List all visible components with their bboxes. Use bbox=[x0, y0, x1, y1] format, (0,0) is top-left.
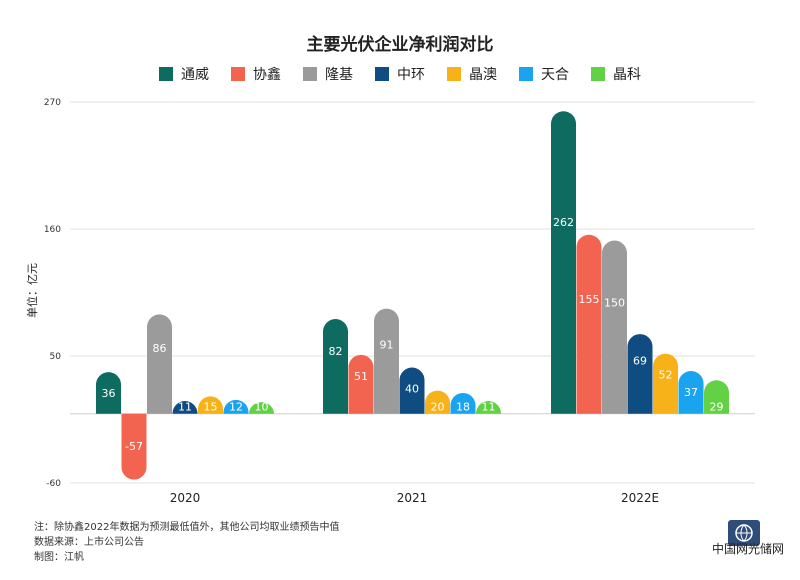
bar bbox=[121, 413, 147, 480]
legend-item: 晶澳 bbox=[447, 64, 497, 84]
bar-value-label: -57 bbox=[125, 440, 143, 453]
legend-swatch bbox=[303, 67, 317, 81]
bar bbox=[627, 334, 653, 414]
bar bbox=[348, 354, 374, 414]
bar-value-label: 29 bbox=[710, 401, 724, 414]
bar-value-label: 51 bbox=[354, 370, 368, 383]
legend-item: 隆基 bbox=[303, 64, 353, 84]
bar bbox=[374, 308, 399, 414]
bar-value-label: 91 bbox=[380, 339, 394, 352]
legend-label: 天合 bbox=[541, 67, 569, 83]
bar-value-label: 11 bbox=[482, 401, 496, 414]
legend-label: 协鑫 bbox=[253, 67, 281, 83]
bar bbox=[704, 380, 729, 414]
footnote-source: 数据来源：上市公司公告 bbox=[34, 537, 144, 548]
legend-swatch bbox=[231, 67, 245, 81]
legend-label: 晶澳 bbox=[469, 67, 497, 83]
legend-swatch bbox=[519, 67, 533, 81]
legend-item: 协鑫 bbox=[231, 64, 281, 84]
legend-label: 隆基 bbox=[325, 67, 353, 83]
y-tick-label: -60 bbox=[46, 479, 61, 489]
bar-chart: 270 160 50 -60 单位：亿元 36 -57 86 11 15 12 10 2020 82 51 9… bbox=[25, 98, 755, 505]
bar bbox=[172, 401, 198, 414]
bar-value-label: 82 bbox=[329, 345, 343, 358]
bar bbox=[476, 401, 501, 414]
bar bbox=[602, 240, 627, 414]
bar-value-label: 37 bbox=[684, 386, 698, 399]
chart-title: 主要光伏企业净利润对比 bbox=[306, 35, 494, 55]
legend-swatch bbox=[375, 67, 389, 81]
bar-value-label: 11 bbox=[178, 401, 192, 414]
bar bbox=[551, 111, 576, 414]
legend-swatch bbox=[159, 67, 173, 81]
x-tick-label: 2022E bbox=[621, 491, 659, 505]
legend-label: 晶科 bbox=[613, 67, 641, 83]
bar bbox=[576, 234, 602, 414]
legend-swatch bbox=[447, 67, 461, 81]
y-axis-label: 单位：亿元 bbox=[25, 263, 39, 318]
bar bbox=[249, 402, 274, 414]
legend-label: 通威 bbox=[181, 67, 209, 83]
bar bbox=[678, 371, 704, 414]
bar-value-label: 36 bbox=[102, 387, 116, 400]
bar-value-label: 150 bbox=[604, 296, 625, 309]
bar-value-label: 52 bbox=[659, 369, 673, 382]
legend-item: 晶科 bbox=[591, 64, 641, 84]
bar-value-label: 20 bbox=[431, 401, 445, 414]
bar bbox=[223, 399, 249, 414]
watermark: 中国网光储网 bbox=[712, 542, 785, 556]
y-tick-label: 160 bbox=[44, 225, 61, 235]
legend: 通威 协鑫 隆基 中环 晶澳 天合 晶科 bbox=[0, 64, 800, 84]
bar-value-label: 40 bbox=[405, 383, 419, 396]
y-tick-label: 270 bbox=[44, 98, 61, 108]
x-tick-label: 2020 bbox=[170, 491, 201, 505]
bar-value-label: 69 bbox=[633, 354, 647, 367]
bar-value-label: 10 bbox=[255, 401, 269, 414]
legend-swatch bbox=[591, 67, 605, 81]
footnotes: 注：除协鑫2022年数据为预测最低值外，其他公司均取业绩预告中值 数据来源：上市… bbox=[34, 520, 339, 565]
bar-value-label: 15 bbox=[204, 401, 218, 414]
bar-value-label: 155 bbox=[579, 293, 600, 306]
bar bbox=[399, 367, 425, 414]
bar bbox=[653, 353, 678, 414]
bar bbox=[198, 396, 223, 414]
bar bbox=[425, 390, 450, 414]
legend-item: 通威 bbox=[159, 64, 209, 84]
bar bbox=[323, 319, 348, 414]
globe-logo-icon bbox=[728, 520, 760, 546]
bar-value-label: 86 bbox=[153, 342, 167, 355]
bar-value-label: 18 bbox=[456, 401, 470, 414]
y-tick-label: 50 bbox=[50, 352, 62, 362]
legend-item: 中环 bbox=[375, 64, 425, 84]
bar-value-label: 12 bbox=[229, 401, 243, 414]
legend-item: 天合 bbox=[519, 64, 569, 84]
footnote-author: 制图：江帆 bbox=[34, 552, 84, 563]
footnote-note: 注：除协鑫2022年数据为预测最低值外，其他公司均取业绩预告中值 bbox=[34, 522, 340, 533]
bar-value-label: 262 bbox=[553, 216, 574, 229]
x-tick-label: 2021 bbox=[397, 491, 428, 505]
legend-label: 中环 bbox=[397, 67, 425, 83]
bar bbox=[96, 372, 121, 414]
bar bbox=[450, 392, 476, 414]
bar bbox=[147, 314, 172, 414]
